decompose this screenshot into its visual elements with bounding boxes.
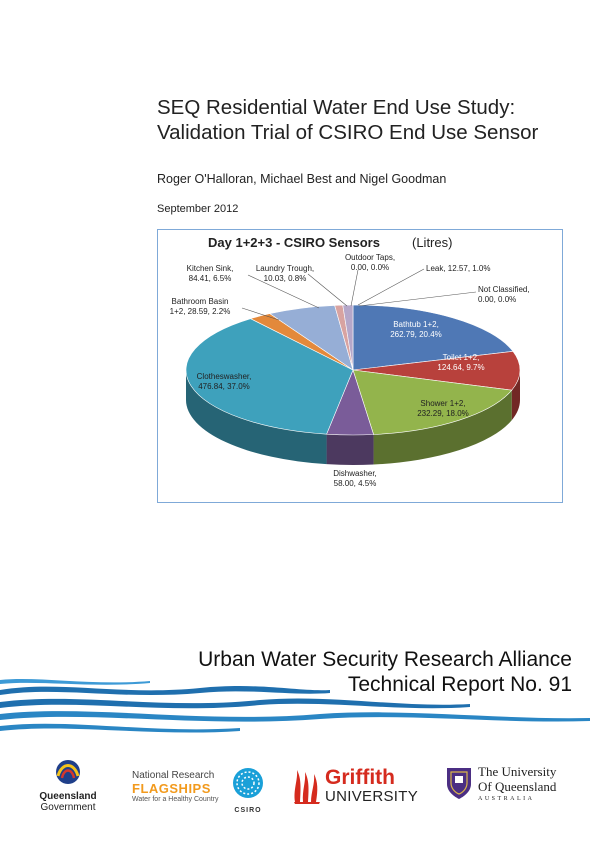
water-wave-graphic (0, 679, 590, 733)
pie-leader-line (350, 269, 359, 307)
pie-slice-label: 10.03, 0.8% (264, 274, 307, 283)
pie-slice-label: 232.29, 18.0% (417, 409, 469, 418)
pie-slice-label: Not Classified, (478, 285, 530, 294)
pie-slice-label: 476.84, 37.0% (198, 382, 250, 391)
document-title: SEQ Residential Water End Use Study: Val… (157, 95, 538, 145)
government-label: Government (40, 802, 96, 813)
pie-slice-label: Bathtub 1+2, (393, 320, 439, 329)
chart-title-unit: (Litres) (412, 235, 452, 250)
uq-shield-icon (447, 768, 471, 799)
uq-line-2: Of Queensland (478, 779, 557, 794)
pie-slice-label: Outdoor Taps, (345, 253, 395, 262)
pie-slice-label: Toilet 1+2, (443, 353, 480, 362)
pie-chart: Day 1+2+3 - CSIRO Sensors (Litres) Batht… (170, 235, 530, 488)
university-label: UNIVERSITY (325, 788, 419, 805)
pie-slice-label: Kitchen Sink, (187, 264, 234, 273)
national-research-flagships-logo: National Research FLAGSHIPS Water for a … (132, 770, 219, 803)
griffith-flame-icon (294, 770, 320, 804)
nrf-line-1: National Research (132, 770, 215, 781)
csiro-emblem-icon (233, 768, 263, 798)
report-line-2: Technical Report No. 91 (347, 673, 572, 696)
pie-slice-label: Laundry Trough, (256, 264, 314, 273)
partner-logos: Queensland Government National Research … (0, 752, 595, 822)
nrf-line-2: FLAGSHIPS (132, 781, 211, 796)
publication-date: September 2012 (157, 203, 239, 215)
pie-slice-label: Bathroom Basin (172, 297, 229, 306)
pie-chart-frame: Day 1+2+3 - CSIRO Sensors (Litres) Batht… (157, 229, 563, 503)
pie-leader-line (247, 274, 320, 309)
queensland-crest-icon (56, 760, 80, 784)
nrf-line-3: Water for a Healthy Country (132, 796, 219, 803)
pie-slice (352, 304, 514, 371)
pie-slice-label: Shower 1+2, (420, 399, 465, 408)
griffith-label: Griffith (325, 766, 395, 789)
pie-slice-label: 124.64, 9.7% (437, 363, 484, 372)
university-of-queensland-logo: The University Of Queensland AUSTRALIA (445, 762, 585, 812)
pie-slice (342, 304, 354, 371)
pie-slice-label: Dishwasher, (333, 469, 377, 478)
pie-slice-label: 262.79, 20.4% (390, 330, 442, 339)
pie-slice (352, 351, 521, 391)
authors: Roger O'Halloran, Michael Best and Nigel… (157, 172, 447, 186)
title-line-1: SEQ Residential Water End Use Study: (157, 96, 516, 119)
pie-slice-label: Leak, 12.57, 1.0% (426, 264, 491, 273)
pie-slice-side (186, 370, 327, 465)
chart-title: Day 1+2+3 - CSIRO Sensors (208, 235, 380, 250)
report-series: Urban Water Security Research Alliance T… (198, 647, 572, 697)
pie-slice-label: 1+2, 28.59, 2.2% (170, 307, 231, 316)
uq-line-3: AUSTRALIA (478, 796, 535, 802)
csiro-label: CSIRO (234, 807, 262, 814)
pie-leader-line (358, 291, 477, 307)
pie-slice (185, 318, 354, 435)
pie-slice-label: Clotheswasher, (197, 372, 252, 381)
title-line-2: Validation Trial of CSIRO End Use Sensor (157, 121, 539, 144)
pie-slice-side (326, 434, 374, 465)
pie-slice (352, 369, 513, 435)
pie-leader-line (307, 273, 348, 307)
pie-slice-label: 84.41, 6.5% (189, 274, 232, 283)
pie-slice-label: 0.00, 0.0% (478, 295, 516, 304)
csiro-logo: CSIRO (228, 766, 268, 814)
uq-line-1: The University (478, 764, 557, 779)
queensland-label: Queensland (39, 791, 97, 802)
pie-leader-line (241, 307, 280, 321)
report-line-1: Urban Water Security Research Alliance (198, 648, 572, 671)
pie-leader-line (357, 268, 425, 306)
queensland-government-logo: Queensland Government (38, 756, 98, 813)
pie-slice-label: 58.00, 4.5% (334, 479, 377, 488)
pie-slice-label: 0.00, 0.0% (351, 263, 389, 272)
pie-slice-side (511, 370, 520, 421)
pie-slice-side (373, 390, 512, 465)
